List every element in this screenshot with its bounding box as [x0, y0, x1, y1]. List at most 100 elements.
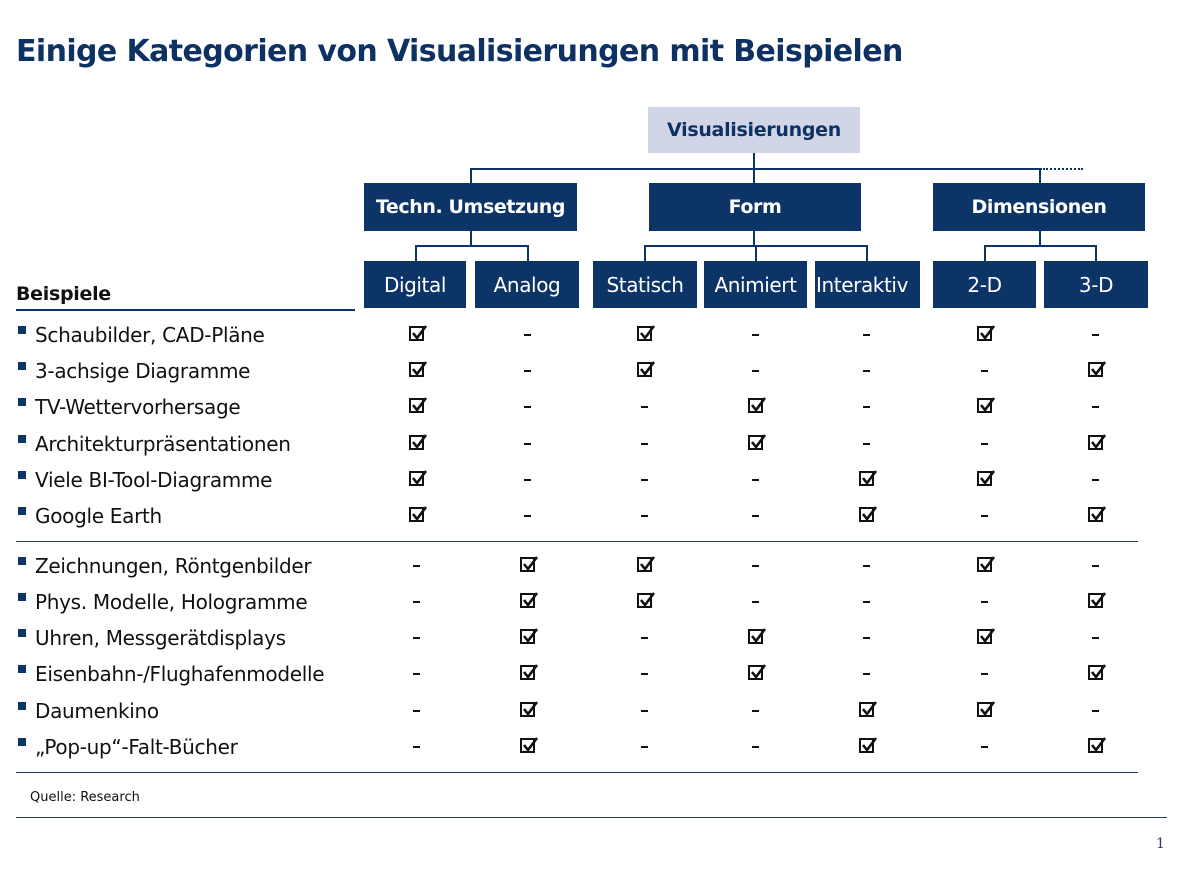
bullet-icon [18, 362, 26, 370]
matrix-cell-animiert [735, 322, 775, 348]
dash-icon [523, 515, 531, 517]
matrix-cell-3-d [1075, 503, 1115, 529]
matrix-cell-3-d [1075, 625, 1115, 651]
example-name: Daumenkino [35, 699, 159, 723]
dash-icon [640, 479, 648, 481]
checked-box-icon [636, 592, 655, 608]
matrix-cell-3-d [1075, 431, 1115, 457]
matrix-cell-animiert [735, 553, 775, 579]
matrix-cell-animiert [735, 467, 775, 493]
example-row-label: Zeichnungen, Röntgenbilder [18, 553, 312, 579]
checked-box-icon [408, 325, 427, 341]
page-title: Einige Kategorien von Visualisierungen m… [16, 34, 903, 69]
example-name: Architekturpräsentationen [35, 432, 291, 456]
dash-icon [523, 334, 531, 336]
page-number: 1 [1156, 836, 1165, 852]
matrix-cell-3-d [1075, 589, 1115, 615]
dash-icon [1091, 479, 1099, 481]
example-name: 3-achsige Diagramme [35, 359, 251, 383]
table-bottom-rule [16, 772, 1138, 773]
bullet-icon [18, 629, 26, 637]
matrix-cell-digital [396, 698, 436, 724]
matrix-cell-statisch [624, 467, 664, 493]
matrix-cell-digital [396, 431, 436, 457]
bullet-icon [18, 593, 26, 601]
matrix-cell-2-d [964, 503, 1004, 529]
example-row-label: TV-Wettervorhersage [18, 394, 241, 420]
matrix-cell-statisch [624, 394, 664, 420]
connector [527, 245, 529, 261]
matrix-cell-analog [507, 394, 547, 420]
matrix-cell-statisch [624, 553, 664, 579]
matrix-cell-2-d [964, 358, 1004, 384]
subcategory-2d: 2-D [933, 261, 1036, 308]
category-dimensionen: Dimensionen [933, 183, 1145, 231]
checked-box-icon [976, 325, 995, 341]
connector [1095, 245, 1097, 261]
checked-box-icon [747, 397, 766, 413]
dash-icon [751, 565, 759, 567]
matrix-cell-statisch [624, 358, 664, 384]
example-name: Viele BI-Tool-Diagramme [35, 468, 273, 492]
connector [984, 245, 1097, 247]
example-row-label: Uhren, Messgerätdisplays [18, 625, 286, 651]
matrix-cell-3-d [1075, 322, 1115, 348]
matrix-cell-interaktiv [846, 358, 886, 384]
connector [1039, 168, 1041, 183]
matrix-cell-interaktiv [846, 661, 886, 687]
matrix-cell-3-d [1075, 553, 1115, 579]
matrix-cell-analog [507, 734, 547, 760]
matrix-cell-statisch [624, 625, 664, 651]
bullet-icon [18, 326, 26, 334]
dash-icon [751, 334, 759, 336]
matrix-cell-analog [507, 358, 547, 384]
matrix-cell-animiert [735, 358, 775, 384]
connector [755, 245, 757, 261]
matrix-cell-animiert [735, 394, 775, 420]
bullet-icon [18, 738, 26, 746]
connector [753, 153, 755, 169]
matrix-cell-analog [507, 589, 547, 615]
dash-icon [980, 370, 988, 372]
checked-box-icon [1087, 361, 1106, 377]
tree-root-visualisierungen: Visualisierungen [648, 107, 860, 153]
subcategory-animiert: Animiert [704, 261, 807, 308]
subcategory-analog: Analog [475, 261, 579, 308]
matrix-cell-interaktiv [846, 734, 886, 760]
checked-box-icon [408, 361, 427, 377]
checked-box-icon [976, 628, 995, 644]
dash-icon [640, 710, 648, 712]
dash-icon [751, 515, 759, 517]
matrix-cell-3-d [1075, 467, 1115, 493]
dash-icon [523, 479, 531, 481]
matrix-cell-digital [396, 322, 436, 348]
matrix-cell-digital [396, 625, 436, 651]
matrix-cell-interaktiv [846, 698, 886, 724]
dash-icon [640, 515, 648, 517]
dash-icon [523, 443, 531, 445]
checked-box-icon [1087, 434, 1106, 450]
dash-icon [751, 370, 759, 372]
matrix-cell-2-d [964, 394, 1004, 420]
matrix-cell-digital [396, 661, 436, 687]
connector [1039, 231, 1041, 246]
dash-icon [640, 673, 648, 675]
matrix-cell-digital [396, 553, 436, 579]
checked-box-icon [519, 592, 538, 608]
dash-icon [751, 710, 759, 712]
dash-icon [412, 710, 420, 712]
matrix-cell-2-d [964, 467, 1004, 493]
example-name: Google Earth [35, 504, 162, 528]
checked-box-icon [858, 737, 877, 753]
example-name: Phys. Modelle, Hologramme [35, 590, 308, 614]
dash-icon [980, 515, 988, 517]
checked-box-icon [1087, 506, 1106, 522]
matrix-cell-statisch [624, 503, 664, 529]
matrix-cell-analog [507, 625, 547, 651]
example-row-label: Viele BI-Tool-Diagramme [18, 467, 272, 493]
matrix-cell-animiert [735, 589, 775, 615]
checked-box-icon [747, 434, 766, 450]
matrix-cell-3-d [1075, 734, 1115, 760]
matrix-cell-2-d [964, 431, 1004, 457]
connector [753, 168, 755, 183]
